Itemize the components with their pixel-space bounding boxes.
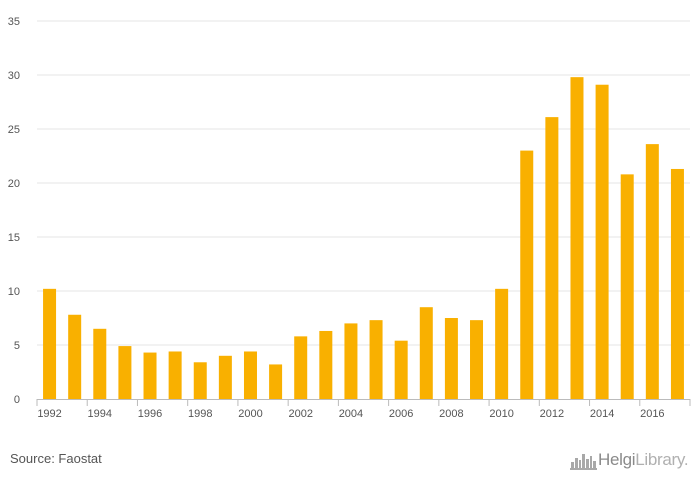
x-tick-label: 1998 <box>188 408 212 420</box>
skyline-icon <box>570 454 597 470</box>
bar-2013 <box>570 77 584 399</box>
x-tick-label: 2000 <box>238 408 262 420</box>
y-tick-label: 0 <box>14 394 20 406</box>
y-tick-label: 25 <box>8 124 20 136</box>
x-tick-label: 2006 <box>389 408 413 420</box>
x-tick-label: 2012 <box>540 408 564 420</box>
bar-2002 <box>294 336 308 399</box>
bar-2000 <box>243 351 257 399</box>
bar-2011 <box>520 150 534 399</box>
bars <box>43 77 684 400</box>
bar-2005 <box>369 320 383 399</box>
bar-1993 <box>68 314 82 399</box>
bar-chart: 0 5 10 15 20 25 30 35 1992 1994 1996 1998 2000 2002 2… <box>8 16 691 420</box>
bar-1992 <box>43 288 57 399</box>
y-axis-tick-labels: 0 5 10 15 20 25 30 35 <box>8 16 20 406</box>
bar-2004 <box>344 323 358 399</box>
y-tick-label: 35 <box>8 16 20 28</box>
x-tick-label: 2002 <box>288 408 312 420</box>
bar-1994 <box>93 328 107 399</box>
x-axis-tick-labels: 1992 1994 1996 1998 2000 2002 2004 2006 2008 2010… <box>37 408 664 420</box>
x-axis <box>36 399 691 406</box>
bar-1997 <box>168 351 182 399</box>
y-tick-label: 30 <box>8 70 20 82</box>
x-tick-label: 2008 <box>439 408 463 420</box>
bar-2007 <box>419 307 433 399</box>
x-tick-label: 2004 <box>339 408 363 420</box>
bar-1995 <box>118 346 132 399</box>
bar-2009 <box>470 320 484 399</box>
bar-1996 <box>143 352 157 399</box>
x-tick-label: 1996 <box>138 408 162 420</box>
brand-logo: HelgiLibrary. <box>570 448 689 472</box>
bar-1999 <box>218 355 232 399</box>
x-tick-label: 2016 <box>640 408 664 420</box>
brand-name-part1: Helgi <box>598 450 636 469</box>
source-note: Source: Faostat <box>10 451 102 466</box>
bar-2008 <box>444 318 458 399</box>
bar-2015 <box>620 174 634 399</box>
bar-2006 <box>394 340 408 399</box>
bar-2003 <box>319 330 333 399</box>
bar-2010 <box>495 288 509 399</box>
x-tick-label: 1994 <box>88 408 112 420</box>
bar-1998 <box>193 362 207 399</box>
bar-2001 <box>269 364 283 399</box>
y-tick-label: 20 <box>8 178 20 190</box>
x-tick-label: 2014 <box>590 408 614 420</box>
y-tick-label: 5 <box>14 340 20 352</box>
brand-name-part2: Library. <box>635 450 689 469</box>
bar-2017 <box>670 168 684 399</box>
y-tick-label: 10 <box>8 286 20 298</box>
x-tick-label: 2010 <box>489 408 513 420</box>
bar-2016 <box>645 144 659 399</box>
grid-lines <box>37 20 690 346</box>
x-tick-label: 1992 <box>37 408 61 420</box>
y-tick-label: 15 <box>8 232 20 244</box>
brand-name: HelgiLibrary. <box>598 450 689 470</box>
bar-2014 <box>595 84 609 399</box>
bar-2012 <box>545 117 559 400</box>
